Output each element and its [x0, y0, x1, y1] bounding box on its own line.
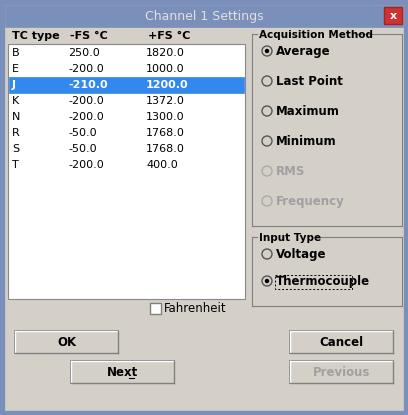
Text: +FS °C: +FS °C [148, 31, 191, 41]
Circle shape [262, 76, 272, 86]
Text: J: J [12, 80, 16, 90]
Text: 250.0: 250.0 [68, 48, 100, 58]
Bar [14, 330, 119, 354]
Text: 1768.0: 1768.0 [146, 128, 185, 138]
Text: Previous: Previous [313, 366, 370, 378]
Bar [9, 77, 244, 93]
Circle shape [262, 276, 272, 286]
Text: K: K [12, 96, 19, 106]
Text: E: E [12, 64, 19, 74]
Text: T: T [12, 160, 19, 170]
Bar [150, 303, 161, 314]
Text: Fahrenheit: Fahrenheit [164, 302, 226, 315]
Text: -50.0: -50.0 [68, 144, 97, 154]
Text: RMS: RMS [276, 164, 305, 178]
Text: S: S [12, 144, 19, 154]
Text: N: N [12, 112, 20, 122]
Bar [384, 7, 402, 24]
Bar [71, 361, 174, 383]
Circle shape [262, 196, 272, 206]
Text: R: R [12, 128, 20, 138]
Text: Minimum: Minimum [276, 134, 337, 147]
Bar [289, 360, 394, 384]
Text: 400.0: 400.0 [146, 160, 178, 170]
Text: Thermocouple: Thermocouple [276, 274, 370, 288]
Text: 1000.0: 1000.0 [146, 64, 185, 74]
Text: Frequency: Frequency [276, 195, 345, 208]
Circle shape [265, 279, 269, 283]
Text: Last Point: Last Point [276, 75, 343, 88]
Text: TC type: TC type [12, 31, 60, 41]
Text: Input Type: Input Type [259, 233, 321, 243]
Text: B: B [12, 48, 20, 58]
Bar [290, 331, 393, 353]
Text: x: x [390, 10, 397, 20]
Text: 1768.0: 1768.0 [146, 144, 185, 154]
Text: -FS °C: -FS °C [70, 31, 108, 41]
Circle shape [262, 136, 272, 146]
Text: Cancel: Cancel [319, 335, 364, 349]
Text: 1200.0: 1200.0 [146, 80, 188, 90]
Bar [70, 360, 175, 384]
Text: -200.0: -200.0 [68, 96, 104, 106]
Bar [5, 5, 403, 27]
Text: -200.0: -200.0 [68, 64, 104, 74]
Text: 1820.0: 1820.0 [146, 48, 185, 58]
Circle shape [262, 106, 272, 116]
Bar [275, 275, 352, 289]
Text: Acquisition Method: Acquisition Method [259, 30, 373, 40]
Circle shape [262, 166, 272, 176]
Circle shape [262, 249, 272, 259]
Text: -200.0: -200.0 [68, 112, 104, 122]
Bar [290, 361, 393, 383]
Text: -210.0: -210.0 [68, 80, 108, 90]
Text: Next: Next [107, 366, 138, 378]
Text: -200.0: -200.0 [68, 160, 104, 170]
Text: Channel 1 Settings: Channel 1 Settings [145, 10, 263, 22]
Text: Voltage: Voltage [276, 247, 326, 261]
Bar [8, 44, 245, 299]
Text: Maximum: Maximum [276, 105, 340, 117]
Text: Average: Average [276, 44, 330, 58]
Text: OK: OK [57, 335, 76, 349]
Bar [15, 331, 118, 353]
Circle shape [262, 46, 272, 56]
Bar [289, 330, 394, 354]
Text: -50.0: -50.0 [68, 128, 97, 138]
Text: 1372.0: 1372.0 [146, 96, 185, 106]
Text: 1300.0: 1300.0 [146, 112, 185, 122]
Circle shape [265, 49, 269, 53]
